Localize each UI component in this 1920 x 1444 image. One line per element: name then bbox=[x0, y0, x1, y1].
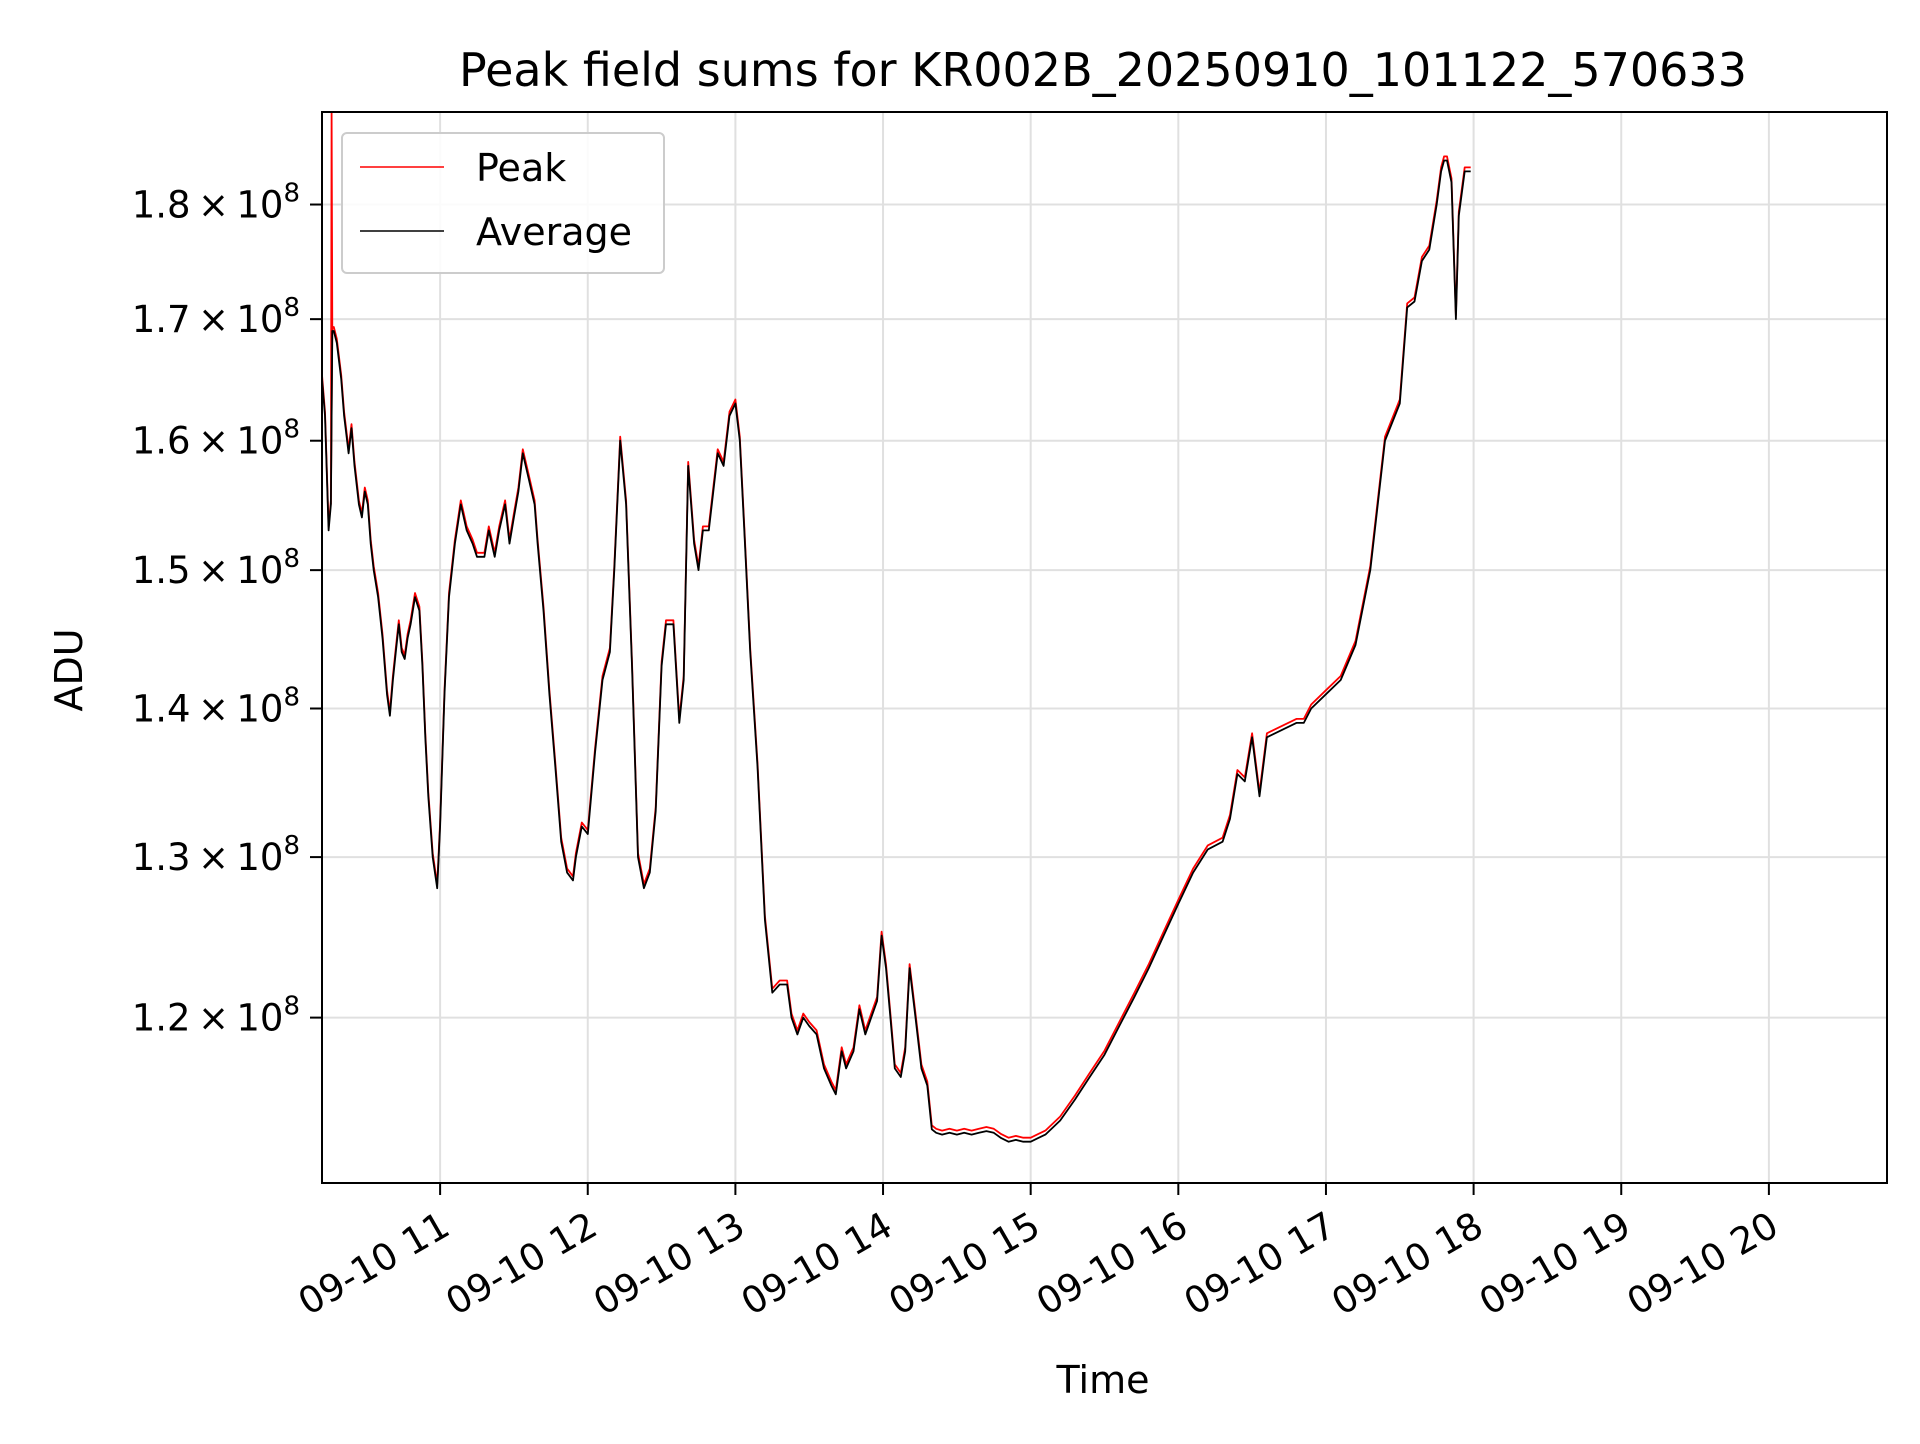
legend-label-peak: Peak bbox=[476, 146, 566, 190]
y-tick-label: 1.2 × 108 bbox=[132, 992, 300, 1040]
series-layer bbox=[322, 112, 1471, 1143]
legend-label-average: Average bbox=[476, 210, 632, 254]
series-line-average bbox=[322, 159, 1471, 1143]
x-axis-label: Time bbox=[1056, 1358, 1150, 1402]
y-tick-label: 1.5 × 108 bbox=[132, 544, 300, 592]
legend-box bbox=[341, 132, 665, 274]
y-tick-label: 1.8 × 108 bbox=[132, 179, 300, 227]
y-tick-label: 1.3 × 108 bbox=[132, 831, 300, 879]
y-tick-label: 1.7 × 108 bbox=[132, 293, 300, 341]
axes-frame bbox=[321, 111, 1888, 1184]
legend: Peak Average bbox=[341, 132, 665, 274]
chart-title: Peak field sums for KR002B_20250910_1011… bbox=[459, 43, 1747, 97]
y-tick-label: 1.4 × 108 bbox=[132, 682, 300, 730]
y-tick-label: 1.6 × 108 bbox=[132, 415, 300, 463]
grid-layer bbox=[322, 112, 1887, 1183]
y-axis-label: ADU bbox=[47, 628, 91, 711]
